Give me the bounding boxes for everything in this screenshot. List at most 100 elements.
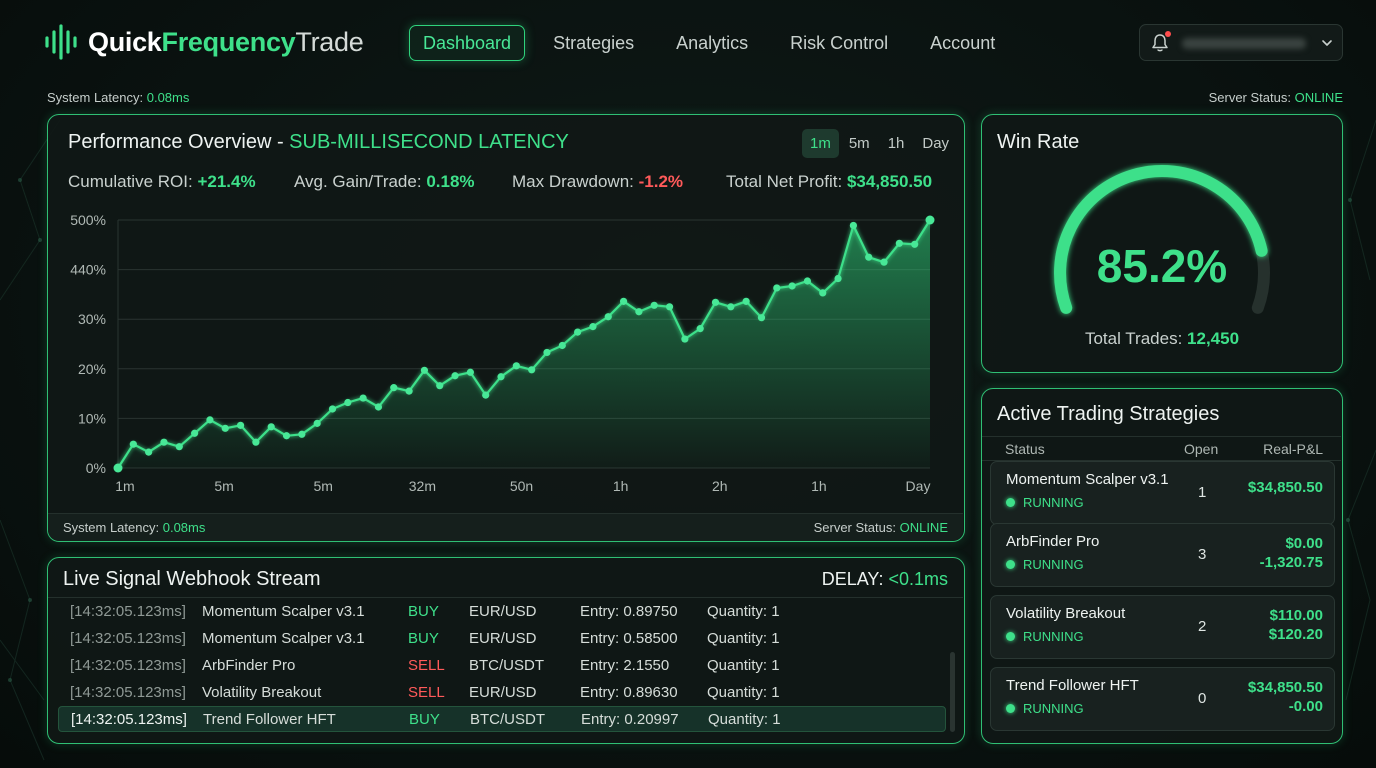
data-point[interactable] [619, 297, 628, 305]
signal-pair: BTC/USDT [469, 657, 544, 674]
data-point[interactable] [512, 362, 520, 370]
bell-icon[interactable] [1150, 33, 1170, 53]
data-point[interactable] [895, 239, 903, 247]
data-point[interactable] [328, 405, 337, 413]
data-point[interactable] [925, 215, 935, 225]
signal-time: [14:32:05.123ms] [70, 684, 186, 701]
data-point[interactable] [466, 368, 474, 376]
data-point[interactable] [834, 274, 842, 283]
data-point[interactable] [374, 403, 383, 411]
y-tick-label: 440% [70, 262, 106, 278]
user-menu[interactable] [1139, 24, 1343, 61]
data-point[interactable] [390, 384, 398, 392]
data-point[interactable] [803, 277, 812, 285]
data-point[interactable] [267, 423, 275, 431]
data-point[interactable] [589, 323, 597, 331]
data-point[interactable] [696, 325, 704, 333]
y-tick-label: 30% [78, 311, 106, 327]
y-tick-label: 20% [78, 361, 106, 377]
signal-quantity: Quantity: 1 [707, 657, 780, 674]
data-point[interactable] [497, 373, 505, 381]
data-point[interactable] [849, 221, 857, 230]
data-point[interactable] [757, 314, 766, 322]
data-point[interactable] [911, 240, 919, 248]
status-dot-icon [1006, 704, 1015, 713]
data-point[interactable] [206, 416, 214, 424]
nav-analytics[interactable]: Analytics [676, 33, 749, 53]
timeframe-1h[interactable]: 1h [887, 135, 905, 152]
x-tick-label: 2h [712, 478, 728, 494]
data-point[interactable] [298, 430, 306, 438]
chevron-down-icon[interactable] [1320, 36, 1334, 50]
data-point[interactable] [175, 443, 183, 451]
signal-row[interactable]: [14:32:05.123ms] Volatility Breakout SEL… [58, 680, 946, 706]
strategy-row-trend-follower[interactable]: Trend Follower HFT RUNNING 0 $34,850.50 … [990, 667, 1335, 731]
data-point[interactable] [359, 394, 367, 402]
timeframe-day[interactable]: Day [922, 135, 950, 152]
data-point[interactable] [313, 419, 321, 427]
strategy-row-volatility-breakout[interactable]: Volatility Breakout RUNNING 2 $110.00 $1… [990, 595, 1335, 659]
nav-risk-control[interactable]: Risk Control [790, 33, 889, 53]
data-point[interactable] [665, 303, 674, 311]
data-point[interactable] [681, 335, 689, 343]
signal-side: BUY [408, 603, 439, 620]
data-point[interactable] [543, 348, 551, 357]
data-point[interactable] [344, 398, 352, 407]
data-point[interactable] [711, 298, 720, 306]
timeframe-1m[interactable]: 1m [802, 129, 839, 158]
signal-quantity: Quantity: 1 [707, 630, 780, 647]
active-strategies-panel: Active Trading Strategies Status Open Re… [981, 388, 1343, 744]
data-point[interactable] [635, 308, 643, 316]
strategy-name: Trend Follower HFT [1006, 677, 1139, 694]
data-point[interactable] [865, 253, 873, 261]
data-point[interactable] [574, 328, 582, 336]
data-point[interactable] [405, 387, 413, 395]
data-point[interactable] [727, 303, 735, 311]
data-point[interactable] [482, 391, 490, 399]
data-point[interactable] [420, 366, 429, 374]
performance-overview-panel: Performance Overview - SUB-MILLISECOND L… [47, 114, 965, 542]
win-rate-value: 85.2% [1096, 240, 1228, 292]
data-point[interactable] [558, 341, 566, 350]
data-point[interactable] [604, 313, 612, 321]
data-point[interactable] [819, 289, 827, 297]
data-point[interactable] [788, 282, 796, 290]
strategy-row-arbfinder-pro[interactable]: ArbFinder Pro RUNNING 3 $0.00 -1,320.75 [990, 523, 1335, 587]
signal-pair: EUR/USD [469, 603, 537, 620]
data-point[interactable] [236, 421, 245, 429]
signal-strategy: ArbFinder Pro [202, 657, 296, 674]
data-point[interactable] [436, 382, 444, 390]
nav-dashboard[interactable]: Dashboard [409, 25, 526, 61]
nav-strategies[interactable]: Strategies [553, 33, 635, 53]
signal-row[interactable]: [14:32:05.123ms] Momentum Scalper v3.1 B… [58, 626, 946, 652]
signal-row-highlighted[interactable]: [14:32:05.123ms] Trend Follower HFT BUY … [58, 706, 946, 732]
data-point[interactable] [160, 438, 168, 446]
data-point[interactable] [650, 301, 658, 309]
stream-scrollbar[interactable] [950, 652, 955, 732]
signal-row[interactable]: [14:32:05.123ms] ArbFinder Pro SELL BTC/… [58, 653, 946, 679]
data-point[interactable] [451, 372, 459, 380]
footer-latency: System Latency: 0.08ms [63, 520, 206, 535]
column-open: Open [1184, 441, 1219, 457]
data-point[interactable] [113, 463, 123, 473]
data-point[interactable] [145, 448, 153, 456]
data-point[interactable] [773, 284, 781, 292]
data-point[interactable] [742, 297, 750, 305]
data-point[interactable] [221, 424, 229, 432]
signal-row[interactable]: [14:32:05.123ms] Momentum Scalper v3.1 B… [58, 599, 946, 625]
strategy-status: RUNNING [1006, 629, 1084, 644]
data-point[interactable] [528, 366, 536, 374]
column-status: Status [1005, 441, 1045, 457]
data-point[interactable] [252, 438, 260, 446]
data-point[interactable] [129, 440, 137, 448]
strategy-name: ArbFinder Pro [1006, 533, 1100, 550]
signal-entry: Entry: 0.58500 [580, 630, 678, 647]
data-point[interactable] [880, 258, 888, 266]
data-point[interactable] [191, 429, 199, 437]
logo[interactable]: QuickFrequencyTrade [44, 24, 364, 60]
signal-time: [14:32:05.123ms] [71, 711, 187, 728]
strategy-row-momentum-scalper[interactable]: Momentum Scalper v3.1 RUNNING 1 $34,850.… [990, 461, 1335, 525]
timeframe-5m[interactable]: 5m [848, 135, 870, 152]
nav-account[interactable]: Account [930, 33, 996, 53]
data-point[interactable] [282, 432, 291, 440]
